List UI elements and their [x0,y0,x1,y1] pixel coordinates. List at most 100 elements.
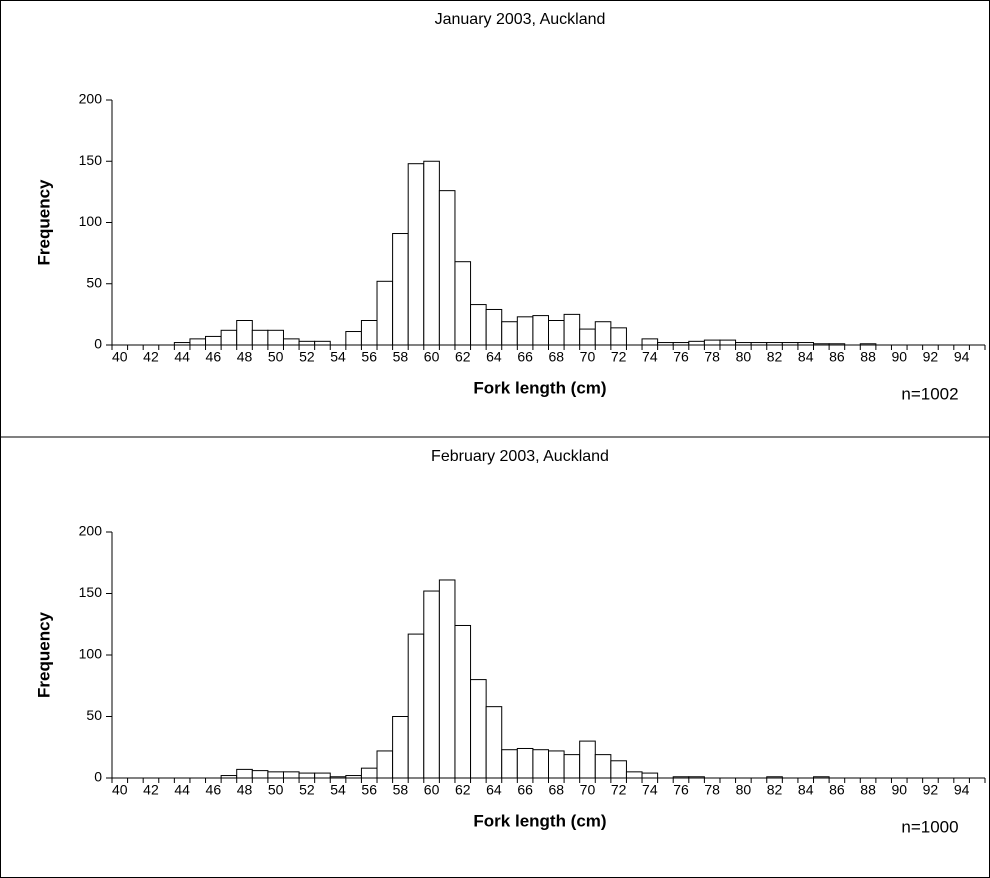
x-tick-label: 74 [642,349,658,365]
y-axis-label: Frequency [34,611,53,698]
bar [376,750,394,779]
x-tick-label: 50 [268,782,284,798]
x-tick-label: 42 [143,782,159,798]
x-tick-label: 60 [424,782,440,798]
bar [314,340,331,346]
bar [641,338,659,346]
y-tick-label: 200 [79,91,103,107]
x-tick-label: 86 [829,782,845,798]
x-tick-label: 84 [798,349,814,365]
bar [392,716,409,779]
bar [438,579,456,779]
x-tick-label: 48 [237,349,253,365]
bar [501,749,518,779]
bar [719,339,737,346]
x-tick-label: 44 [174,349,190,365]
x-tick-label: 46 [206,349,222,365]
bar [485,308,503,346]
x-tick-label: 42 [143,349,159,365]
bar [454,261,472,346]
bar [236,320,253,346]
x-axis-label: Fork length (cm) [473,811,606,830]
x-tick-label: 82 [767,349,783,365]
x-tick-label: 52 [299,349,315,365]
x-tick-label: 56 [361,349,377,365]
bar [563,754,581,779]
bar [376,280,394,346]
x-tick-label: 82 [767,782,783,798]
y-tick-label: 100 [79,213,103,229]
bar [220,329,238,346]
x-tick-label: 86 [829,349,845,365]
x-tick-label: 74 [642,782,658,798]
y-tick-label: 50 [86,707,102,723]
y-tick-label: 200 [79,523,103,539]
bar [298,772,316,779]
bar [282,771,300,779]
bar [470,304,487,346]
x-tick-label: 72 [611,349,627,365]
y-tick-label: 150 [79,584,103,600]
bar [516,747,534,779]
bar [345,331,362,346]
bar [579,328,596,346]
y-tick-label: 100 [79,646,103,662]
x-tick-label: 92 [923,782,939,798]
bar [267,329,284,346]
bar [548,750,565,779]
bar [485,706,503,779]
x-tick-label: 70 [580,349,596,365]
y-tick-label: 0 [94,769,102,785]
x-tick-label: 58 [393,782,409,798]
bar [579,740,596,779]
x-tick-label: 52 [299,782,315,798]
bar [360,320,378,346]
x-tick-label: 84 [798,782,814,798]
bar [703,339,721,346]
y-tick-label: 150 [79,152,103,168]
chart-title: January 2003, Auckland [435,11,606,28]
bar [470,679,487,779]
x-tick-label: 60 [424,349,440,365]
x-tick-label: 62 [455,349,471,365]
bar [407,163,425,346]
annotation: n=1002 [901,384,958,403]
y-tick-label: 0 [94,336,102,352]
bar [189,338,207,346]
bar [548,320,565,346]
x-tick-label: 40 [112,349,128,365]
bar [205,335,222,346]
bar [610,327,627,346]
bar [501,321,518,346]
x-tick-label: 88 [860,349,876,365]
x-tick-label: 94 [954,349,970,365]
bar [532,749,549,779]
bar [236,768,253,779]
x-tick-label: 78 [704,349,720,365]
bar [251,329,269,346]
bar [267,771,284,779]
x-tick-label: 72 [611,782,627,798]
x-tick-label: 90 [891,349,907,365]
x-tick-label: 54 [330,349,346,365]
bar [594,754,612,779]
bar [532,315,549,346]
x-tick-label: 62 [455,782,471,798]
bar [298,340,316,346]
x-axis-label: Fork length (cm) [473,378,606,397]
bar [688,340,705,346]
bar [594,321,612,346]
x-tick-label: 48 [237,782,253,798]
x-tick-label: 46 [206,782,222,798]
y-tick-label: 50 [86,274,102,290]
x-tick-label: 40 [112,782,128,798]
bar [314,772,331,779]
x-tick-label: 54 [330,782,346,798]
annotation: n=1000 [901,817,958,836]
x-tick-label: 90 [891,782,907,798]
x-tick-label: 50 [268,349,284,365]
chart-title: February 2003, Auckland [431,448,609,465]
x-tick-label: 58 [393,349,409,365]
bar [392,233,409,346]
y-axis-label: Frequency [34,179,53,266]
